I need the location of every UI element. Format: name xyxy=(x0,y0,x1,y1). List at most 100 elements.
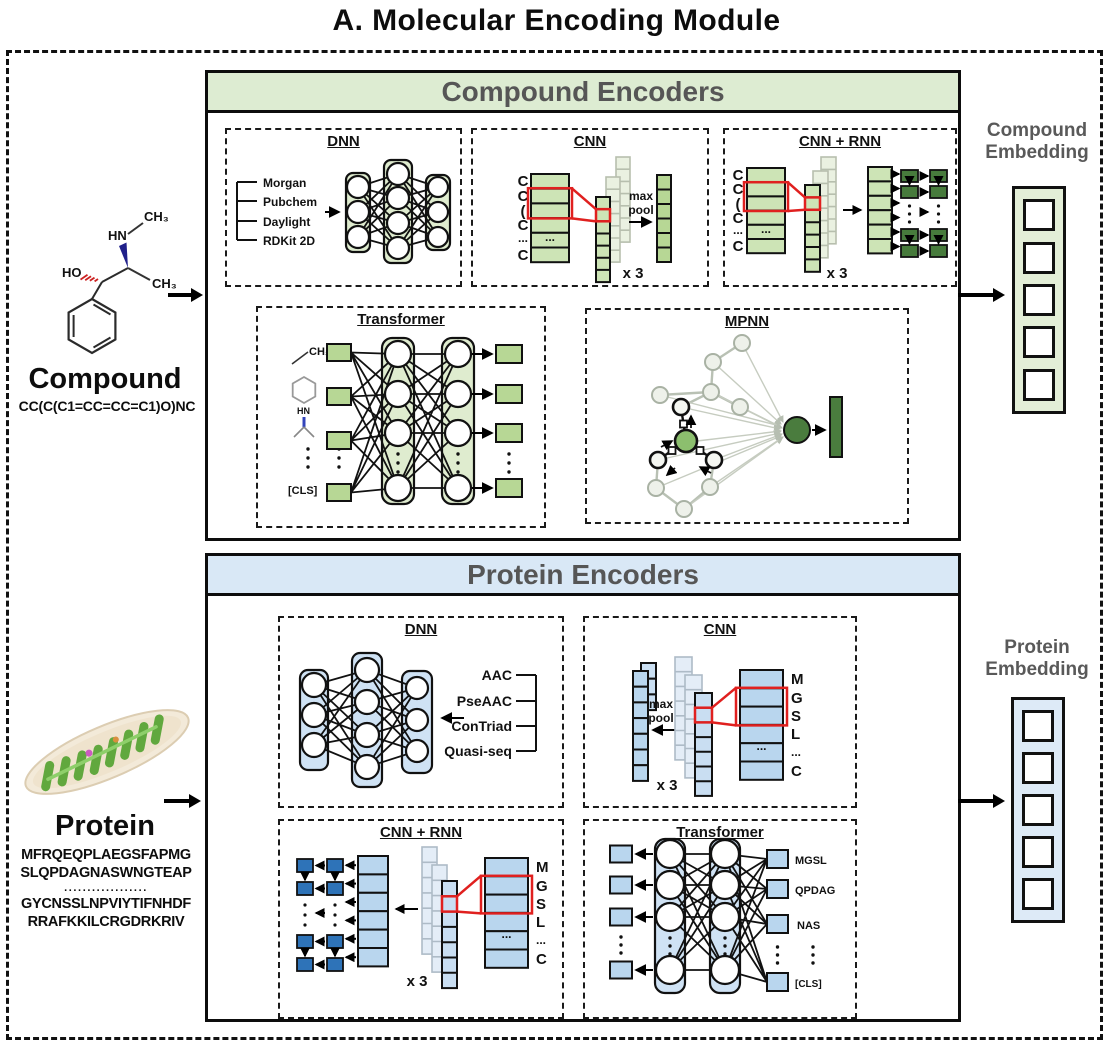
compound-cnn-rnn-diagram: C C ( C ... C ... xyxy=(733,156,948,282)
compound-dnn-diagram: Morgan Pubchem Daylight RDKit 2D xyxy=(236,158,452,265)
rnn-cells xyxy=(900,169,948,258)
times-label: x 3 xyxy=(827,265,848,282)
protein-transformer-diagram: MGSL QPDAG NAS [CLS] xyxy=(609,837,835,995)
active-neighbor-nodes xyxy=(648,397,724,470)
svg-text:L: L xyxy=(791,726,800,743)
svg-text:HN: HN xyxy=(297,406,310,416)
molecular-graph-edges xyxy=(654,341,743,510)
svg-text:(: ( xyxy=(736,196,741,213)
svg-text:C: C xyxy=(518,217,529,234)
fragment-amine: HN xyxy=(293,406,315,438)
times-label: x 3 xyxy=(623,265,644,282)
svg-text:C: C xyxy=(518,173,529,190)
input-sequence-column: ... xyxy=(530,173,570,264)
conv-window-highlight xyxy=(526,186,612,223)
protein-dnn-diagram: AAC PseAAC ConTriad Quasi-seq xyxy=(298,651,537,789)
feature-bracket xyxy=(516,674,537,752)
token-connections xyxy=(724,853,768,983)
molecule-bonds xyxy=(79,222,151,300)
protein-transformer-box: Transformer xyxy=(583,819,857,1019)
svg-text:ConTriad: ConTriad xyxy=(451,718,512,734)
compound-structure-image: HO HN CH₃ CH₃ xyxy=(62,209,177,355)
ch3-right-label: CH₃ xyxy=(152,276,177,291)
smiles-char-labels: C C ( C ... C xyxy=(733,167,744,255)
protein-input-arrow xyxy=(164,794,201,808)
svg-text:...: ... xyxy=(791,745,801,759)
svg-text:...: ... xyxy=(756,739,766,753)
fingerprint-bracket xyxy=(236,181,257,241)
message-arrows xyxy=(660,414,712,477)
svg-text:...: ... xyxy=(733,223,743,237)
token-labels: MGSL QPDAG NAS [CLS] xyxy=(795,855,835,990)
embedding-cell xyxy=(1022,710,1054,742)
compound-cnn-rnn-box: CNN + RNN C C ( C ... C ... xyxy=(723,128,957,287)
output-squares xyxy=(495,344,523,498)
conv-window-highlight xyxy=(440,874,534,915)
module-outer-border xyxy=(6,50,1103,1040)
embedding-cell xyxy=(1023,326,1055,359)
ch3-top-label: CH₃ xyxy=(144,209,169,224)
embedding-cell xyxy=(1022,752,1054,784)
protein-dnn-box: DNN AAC PseAAC ConTriad xyxy=(278,616,564,808)
rnn-input-column xyxy=(867,166,893,255)
protein-structure-image xyxy=(24,709,190,795)
conv-feature-columns xyxy=(595,156,631,284)
svg-text:Quasi-seq: Quasi-seq xyxy=(444,743,512,759)
embedding-cell xyxy=(1023,241,1055,274)
svg-text:NAS: NAS xyxy=(797,920,820,932)
layer2-nodes xyxy=(709,838,741,986)
compound-embedding-vector xyxy=(1012,186,1066,414)
layer1-nodes xyxy=(383,339,413,503)
feature-pubchem: Pubchem xyxy=(263,195,317,209)
svg-text:C: C xyxy=(518,247,529,264)
compound-cnn-title: CNN xyxy=(573,133,607,150)
compound-transformer-box: Transformer CH₃ HN xyxy=(256,306,546,528)
svg-text:G: G xyxy=(791,690,803,707)
svg-text:...: ... xyxy=(536,933,546,947)
conv-feature-columns xyxy=(804,156,837,273)
svg-text:M: M xyxy=(791,671,804,688)
rnn-arrows xyxy=(890,169,944,256)
input-connections xyxy=(350,351,399,494)
hn-label: HN xyxy=(108,228,127,243)
token-input-squares xyxy=(326,343,352,502)
embedding-cell xyxy=(1022,878,1054,910)
svg-text:C: C xyxy=(518,188,529,205)
fragment-benzene xyxy=(291,375,317,405)
times-label: x 3 xyxy=(657,777,678,794)
protein-cnn-diagram: max pool x 3 ... xyxy=(632,656,804,797)
dnn-network xyxy=(298,651,434,789)
conv-window-highlight xyxy=(693,686,789,727)
input-sequence-column: ... xyxy=(484,857,529,969)
output-arrows xyxy=(634,848,653,976)
compound-dnn-box: DNN Morgan Pubchem Daylight RDKit 2D xyxy=(225,128,462,287)
svg-text:C: C xyxy=(733,181,744,198)
svg-text:...: ... xyxy=(518,231,528,245)
layer-connections xyxy=(669,853,726,971)
protein-cnn-rnn-title: CNN + RNN xyxy=(379,824,463,841)
protein-embedding-label: Protein Embedding xyxy=(985,637,1089,680)
svg-text:MGSL: MGSL xyxy=(795,855,827,867)
protein-cnn-box: CNN max pool x 3 xyxy=(583,616,857,808)
svg-text:S: S xyxy=(791,708,801,725)
protein-embedding-arrow xyxy=(958,794,1005,808)
protein-input-label: Protein xyxy=(55,810,155,842)
svg-text:C: C xyxy=(733,238,744,255)
svg-text:L: L xyxy=(536,914,545,931)
compound-embedding-arrow xyxy=(958,288,1005,302)
conv-window-highlight xyxy=(742,180,822,213)
protein-feature-labels: AAC PseAAC ConTriad Quasi-seq xyxy=(444,667,512,759)
protein-cnn-title: CNN xyxy=(703,621,737,638)
times-label: x 3 xyxy=(407,973,428,990)
fragment-ch3: CH₃ xyxy=(291,346,330,365)
feature-daylight: Daylight xyxy=(263,215,310,229)
output-arrows xyxy=(472,348,494,494)
svg-text:CH₃: CH₃ xyxy=(309,346,330,358)
feature-morgan: Morgan xyxy=(263,176,306,190)
compound-encoders-header: Compound Encoders xyxy=(208,73,958,113)
rnn-dots xyxy=(303,903,337,927)
figure-title: A. Molecular Encoding Module xyxy=(332,4,781,37)
conv-feature-columns xyxy=(674,656,713,797)
ho-label: HO xyxy=(62,265,82,280)
